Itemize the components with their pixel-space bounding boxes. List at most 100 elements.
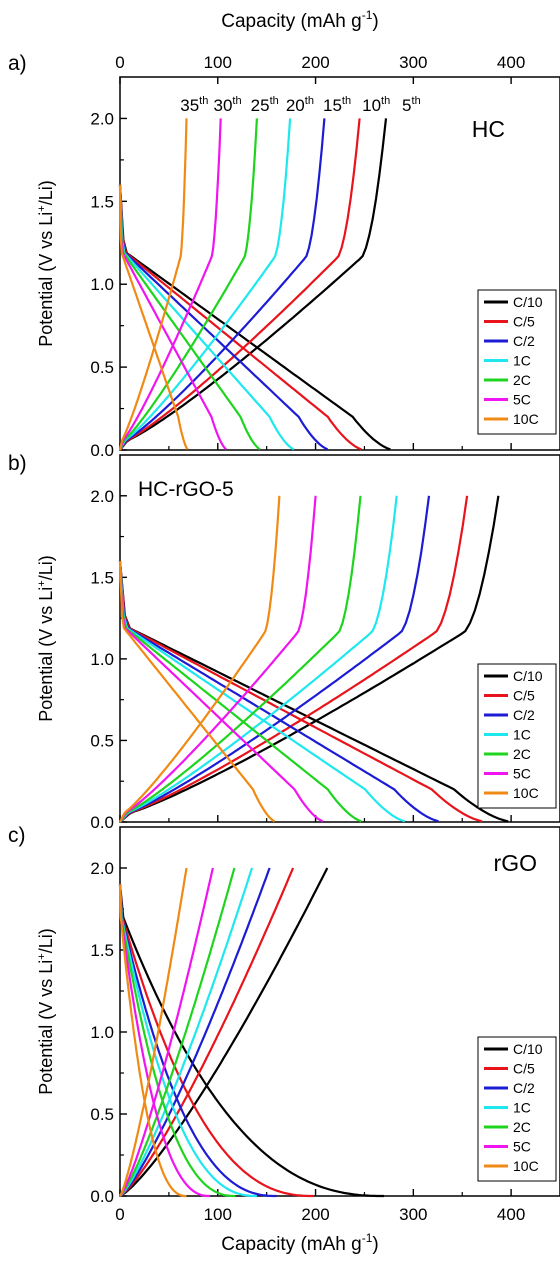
legend-entry: 10C xyxy=(513,411,539,427)
panel-a: 0.0 0.5 1.0 1.5 2.0 0 100 200 300 400 a) Potential … xyxy=(8,52,560,460)
series-charge-2C xyxy=(118,118,258,451)
bottom-x-tick-label: 0 xyxy=(115,1205,124,1224)
series-discharge-1C xyxy=(118,884,257,1198)
series-charge-10C xyxy=(119,495,281,823)
series-charge-1C xyxy=(119,495,398,823)
plot-frame xyxy=(119,454,560,823)
cycle-label: 5th xyxy=(402,95,421,115)
series-discharge-C/2 xyxy=(118,184,329,451)
bottom-x-tick-label: 100 xyxy=(204,1205,232,1224)
series-charge-5C xyxy=(119,495,317,823)
series-charge-5C xyxy=(118,118,222,451)
y-tick-label: 0.0 xyxy=(90,1187,114,1206)
top-x-tick-label: 400 xyxy=(497,53,525,72)
series-discharge-5C xyxy=(118,884,210,1198)
series-charge-C/2 xyxy=(119,495,431,823)
y-tick-label: 0.5 xyxy=(90,731,114,750)
series-charge-C/5 xyxy=(119,118,361,451)
legend-entry: 1C xyxy=(513,1100,531,1116)
series-discharge-2C xyxy=(118,560,362,823)
legend-entry: C/2 xyxy=(513,707,535,723)
y-tick-label: 0.0 xyxy=(90,441,114,460)
series-charge-2C xyxy=(119,495,362,823)
cycle-label: 25th xyxy=(251,95,279,115)
y-tick-label: 1.5 xyxy=(90,568,114,587)
cycle-label: 20th xyxy=(286,95,314,115)
series-charge-1C xyxy=(119,867,254,1197)
top-x-tick-label: 300 xyxy=(399,53,427,72)
top-x-tick-label: 100 xyxy=(204,53,232,72)
legend-entry: C/5 xyxy=(513,314,535,330)
series-charge-C/2 xyxy=(119,118,326,451)
y-axis-label: Potential (V vs Li+/Li) xyxy=(36,928,56,1095)
legend-entry: 2C xyxy=(513,746,531,762)
legend-entry: 5C xyxy=(513,1139,531,1155)
series-discharge-C/10 xyxy=(118,884,384,1198)
series-discharge-1C xyxy=(118,184,295,451)
legend-entry: C/5 xyxy=(513,1061,535,1077)
legend-entry: 1C xyxy=(513,727,531,743)
bottom-x-tick-label: 200 xyxy=(301,1205,329,1224)
y-axis-label: Potential (V vs Li+/Li) xyxy=(36,180,56,347)
panel-label: a) xyxy=(8,52,27,75)
y-axis-label: Potential (V vs Li+/Li) xyxy=(36,555,56,722)
series-charge-5C xyxy=(119,867,214,1197)
y-tick-label: 0.5 xyxy=(90,358,114,377)
bottom-axis-label: Capacity (mAh g-1) xyxy=(221,1231,378,1255)
legend-entry: C/2 xyxy=(513,333,535,349)
series-discharge-C/10 xyxy=(118,184,391,451)
top-x-tick-label: 0 xyxy=(115,53,124,72)
plot-frame xyxy=(119,826,560,1197)
series-discharge-2C xyxy=(118,184,261,451)
cycle-label: 30th xyxy=(214,95,242,115)
y-tick-label: 1.0 xyxy=(90,1023,114,1042)
y-tick-label: 2.0 xyxy=(90,109,114,128)
panel-label: c) xyxy=(8,824,26,847)
panel-b: 0.0 0.5 1.0 1.5 2.0 b) Potential (V vs Li+/Li)… xyxy=(8,452,560,832)
y-tick-label: 1.5 xyxy=(90,941,114,960)
cycle-label: 15th xyxy=(323,95,351,115)
legend-entry: C/2 xyxy=(513,1080,535,1096)
bottom-x-tick-label: 300 xyxy=(399,1205,427,1224)
y-tick-label: 2.0 xyxy=(90,859,114,878)
series-discharge-C/10 xyxy=(118,560,509,823)
panel-c: 0.0 0.5 1.0 1.5 2.0 0 100 200 300 400 c) Potential … xyxy=(8,824,560,1224)
y-tick-label: 0.5 xyxy=(90,1105,114,1124)
series-charge-C/5 xyxy=(119,867,295,1197)
series-discharge-C/2 xyxy=(118,884,277,1198)
series-discharge-1C xyxy=(118,560,406,823)
series-charge-C/10 xyxy=(119,118,388,451)
legend-entry: 10C xyxy=(513,785,539,801)
panel-title: HC xyxy=(472,116,505,142)
legend-entry: 1C xyxy=(513,353,531,369)
legend: C/10 C/5 C/2 1C 2C 5C 10C xyxy=(477,289,557,435)
series-charge-C/2 xyxy=(119,867,271,1197)
bottom-x-tick-label: 400 xyxy=(497,1205,525,1224)
legend-entry: 2C xyxy=(513,372,531,388)
series-charge-1C xyxy=(119,118,292,451)
series-charge-2C xyxy=(119,867,236,1197)
panel-title: rGO xyxy=(494,850,537,876)
series-charge-C/5 xyxy=(119,495,469,823)
y-tick-label: 1.0 xyxy=(90,650,114,669)
y-tick-label: 0.0 xyxy=(90,813,114,832)
series-discharge-10C xyxy=(118,884,187,1198)
legend-entry: C/10 xyxy=(513,668,543,684)
series-discharge-C/5 xyxy=(118,884,314,1198)
series-charge-10C xyxy=(118,118,188,451)
cycle-label: 10th xyxy=(362,95,390,115)
series-discharge-10C xyxy=(118,560,276,823)
top-x-tick-label: 200 xyxy=(301,53,329,72)
panel-label: b) xyxy=(8,452,27,475)
series-discharge-C/2 xyxy=(118,560,439,823)
legend-entry: 10C xyxy=(513,1158,539,1174)
series-charge-C/10 xyxy=(119,867,329,1197)
legend: C/10 C/5 C/2 1C 2C 5C 10C xyxy=(477,663,557,809)
legend-entry: 5C xyxy=(513,392,531,408)
cycle-label: 35th xyxy=(180,95,208,115)
y-tick-label: 2.0 xyxy=(90,487,114,506)
y-tick-label: 1.5 xyxy=(90,192,114,211)
legend-entry: C/5 xyxy=(513,688,535,704)
legend-entry: 5C xyxy=(513,766,531,782)
